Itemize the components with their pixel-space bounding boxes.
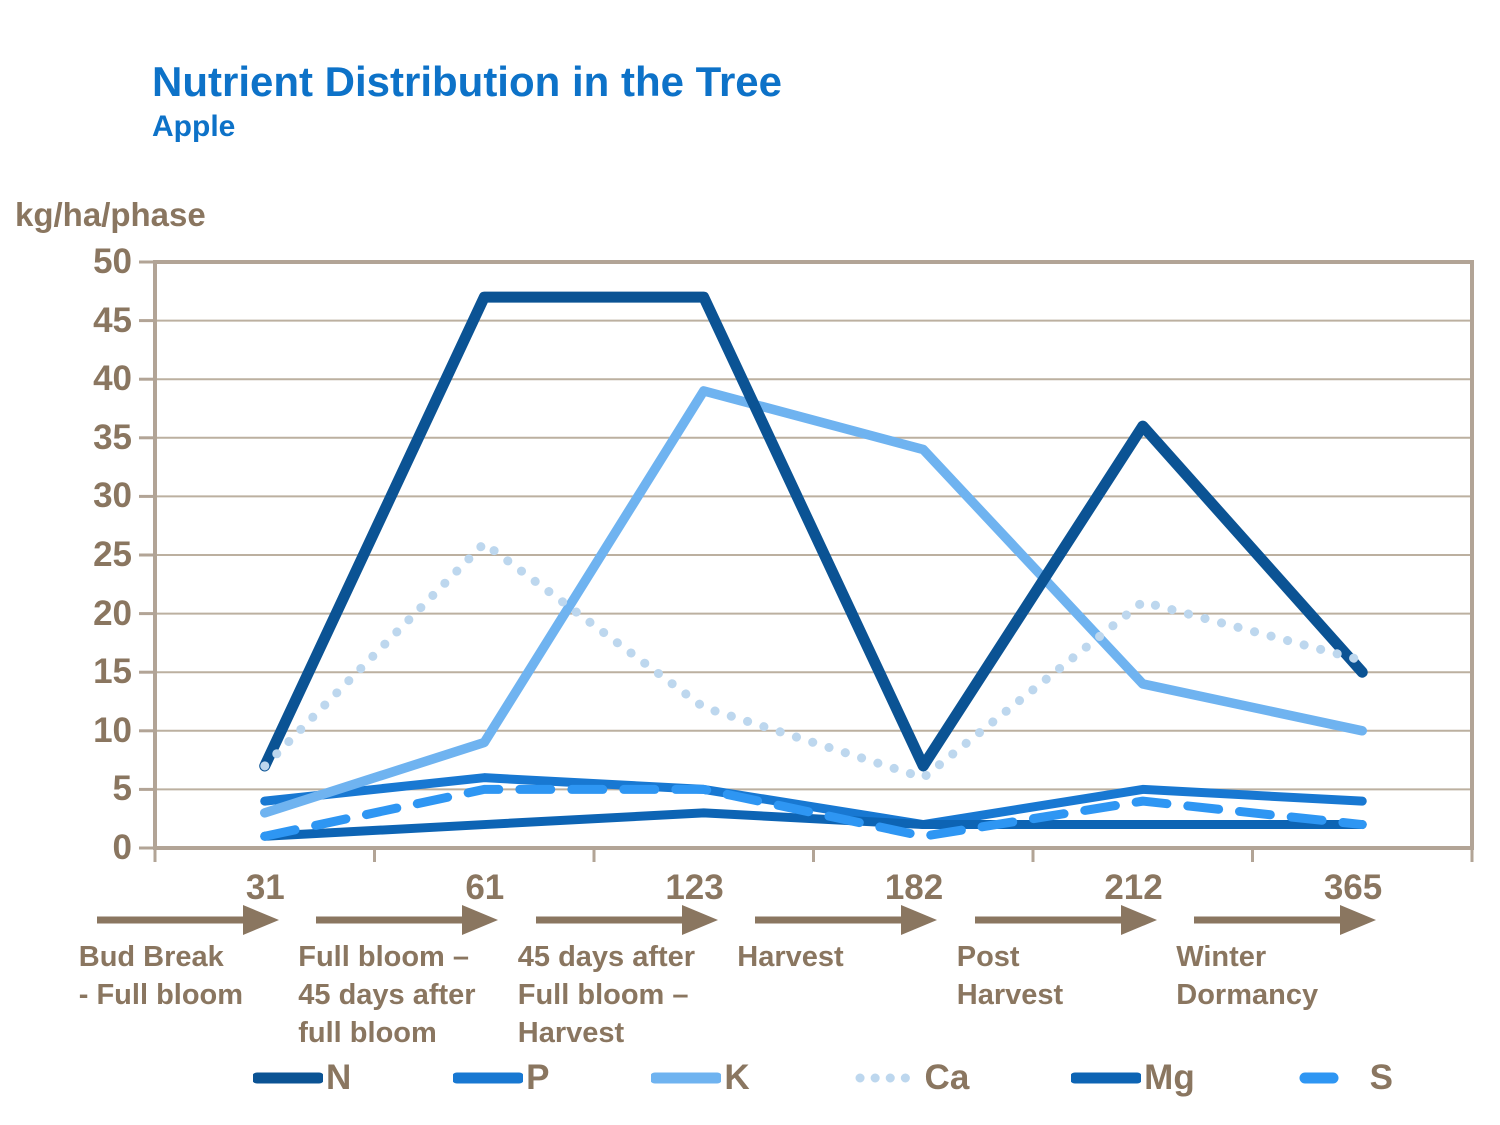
chart-title: Nutrient Distribution in the Tree [152, 58, 783, 105]
phase-arrow-icon [535, 905, 718, 935]
legend-swatch-K-icon [651, 1072, 722, 1084]
series-line-Mg [260, 808, 1367, 841]
phase-arrow-icon [974, 905, 1157, 935]
legend-swatch-P-icon [453, 1072, 524, 1084]
phase-label-line: Full bloom – [517, 979, 689, 1011]
phase-label: Harvest [737, 938, 992, 976]
y-tick-label: 35 [93, 417, 132, 457]
y-tick-label: 30 [93, 476, 132, 516]
y-tick-label: 10 [93, 710, 132, 750]
legend-item-S: S [1297, 1058, 1393, 1098]
chart-subtitle: Apple [152, 110, 236, 143]
phase-label-line: - Full bloom [78, 979, 244, 1011]
x-tick-label: 123 [665, 868, 724, 907]
phase-label-line: Full bloom – [298, 941, 470, 973]
y-tick-label: 50 [93, 242, 132, 281]
y-tick-label: 20 [93, 593, 132, 633]
phase-label-line: Harvest [517, 1017, 625, 1049]
y-tick-label: 25 [93, 535, 132, 574]
y-tick-label: 45 [93, 300, 132, 340]
line-chart-plot [139, 260, 1474, 862]
x-tick-label: 212 [1104, 868, 1163, 907]
phase-label-line: Harvest [737, 941, 844, 973]
phase-label: Full bloom – 45 days after full bloom [298, 938, 553, 1052]
phase-label-line: Dormancy [1176, 979, 1319, 1011]
chart-legend: N P K Ca Mg S [253, 1054, 1393, 1102]
phase-label-line: full bloom [298, 1017, 437, 1049]
series-line-K [260, 386, 1367, 818]
phase-arrow-icon [96, 905, 279, 935]
phase-label-line: 45 days after [298, 979, 476, 1011]
phase-label-line: Post [956, 941, 1020, 973]
y-axis-label: kg/ha/phase [15, 196, 206, 233]
phase-label: 45 days after Full bloom – Harvest [518, 938, 773, 1052]
phase-arrow-icon [316, 905, 499, 935]
phase-label-line: Harvest [956, 979, 1064, 1011]
legend-item-Ca: Ca [852, 1058, 970, 1098]
legend-swatch-Ca-icon [855, 1073, 913, 1083]
legend-item-P: P [453, 1058, 550, 1098]
legend-item-Mg: Mg [1071, 1058, 1195, 1098]
phase-label: Bud Break - Full bloom [79, 938, 334, 1014]
y-tick-label: 5 [112, 769, 132, 809]
series-line-S [260, 784, 1367, 841]
phase-arrow-icon [755, 905, 938, 935]
phase-arrow-icon [1194, 905, 1377, 935]
y-tick-label: 40 [93, 359, 132, 399]
legend-swatch-Mg-icon [1071, 1072, 1142, 1084]
series-line-P [260, 773, 1367, 830]
series-line-N [259, 291, 1368, 772]
x-tick-label: 31 [245, 868, 285, 907]
x-tick-label: 61 [465, 868, 505, 907]
x-tick-label: 182 [884, 868, 944, 907]
legend-item-K: K [651, 1058, 750, 1098]
legend-label: K [724, 1058, 750, 1097]
plot-border [153, 260, 1474, 850]
phase-label-line: 45 days after [517, 941, 696, 973]
x-tick-label: 365 [1323, 868, 1383, 907]
phase-label-line: Winter [1176, 941, 1267, 973]
legend-swatch-S-icon [1299, 1072, 1339, 1084]
y-tick-label: 0 [112, 828, 132, 867]
legend-swatch-N-icon [253, 1072, 323, 1084]
legend-label: N [326, 1058, 352, 1097]
phase-label-line: Bud Break [78, 941, 224, 973]
legend-label: Ca [924, 1058, 970, 1097]
series-line-Ca [260, 538, 1367, 783]
phase-label: Post Harvest [957, 938, 1212, 1014]
legend-label: S [1369, 1058, 1393, 1097]
phase-label: Winter Dormancy [1176, 938, 1431, 1014]
legend-label: P [526, 1058, 550, 1097]
y-tick-label: 15 [93, 652, 132, 692]
legend-item-N: N [253, 1058, 351, 1098]
legend-label: Mg [1144, 1058, 1195, 1097]
